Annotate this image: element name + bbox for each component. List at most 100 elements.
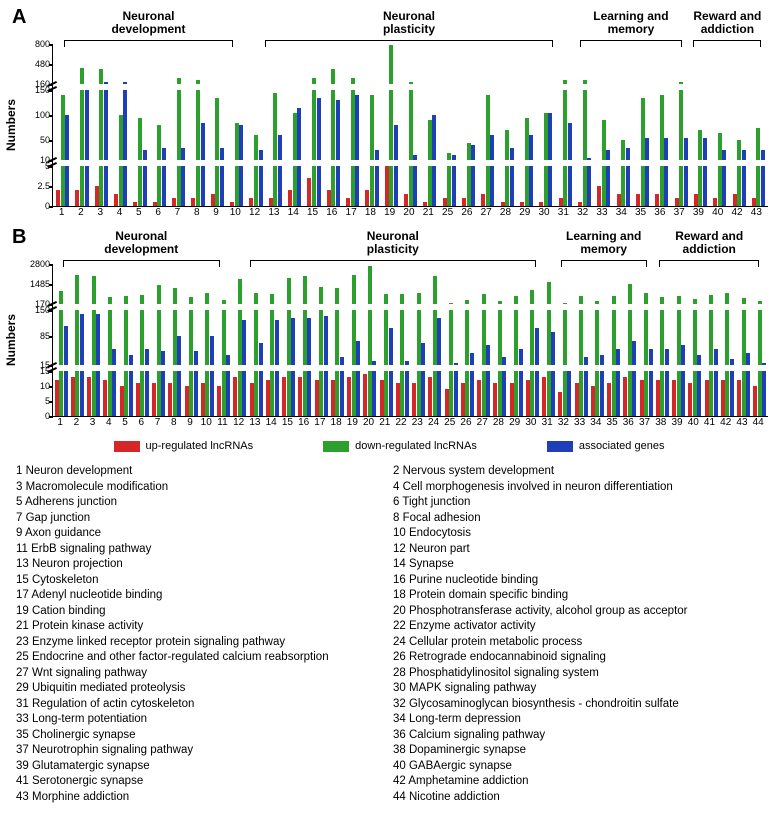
section-label: Reward and addiction	[652, 230, 766, 264]
bar-up	[737, 380, 741, 416]
x-tick: 44	[750, 417, 766, 428]
bar-assoc	[123, 90, 127, 160]
bar-assoc	[486, 345, 490, 365]
bar-down	[641, 166, 645, 206]
bar-down	[693, 299, 697, 304]
bar-down	[482, 294, 486, 304]
x-tick: 6	[148, 207, 167, 218]
bar-up	[269, 198, 273, 206]
bar-down	[742, 371, 746, 416]
bar-down	[270, 310, 274, 365]
term-item: 40 GABAergic synapse	[393, 759, 762, 775]
x-tick: 18	[328, 417, 344, 428]
bar-down	[389, 45, 393, 84]
bar-down	[583, 90, 587, 160]
x-tick: 29	[515, 207, 534, 218]
bar-assoc	[551, 332, 555, 365]
bar-down	[319, 310, 323, 365]
bar-assoc	[722, 166, 726, 206]
bar-down	[370, 95, 374, 160]
x-tick: 32	[555, 417, 571, 428]
x-tick: 9	[182, 417, 198, 428]
bar-down	[693, 371, 697, 416]
bar-assoc	[452, 166, 456, 206]
bar-assoc	[432, 115, 436, 160]
x-tick: 18	[361, 207, 380, 218]
bar-up	[346, 198, 350, 206]
term-item: 10 Endocytosis	[393, 526, 762, 542]
bar-assoc	[600, 355, 604, 365]
bar-down	[138, 118, 142, 161]
bar-down	[205, 310, 209, 365]
bar-assoc	[129, 371, 133, 416]
bar-assoc	[307, 318, 311, 365]
bar-assoc	[413, 166, 417, 206]
bar-up	[217, 386, 221, 416]
bar-up	[185, 386, 189, 416]
term-item: 33 Long-term potentiation	[16, 712, 385, 728]
term-item: 16 Purine nucleotide binding	[393, 573, 762, 589]
bar-up	[404, 194, 408, 206]
term-item: 26 Retrograde endocannabinoid signaling	[393, 650, 762, 666]
x-tick: 32	[573, 207, 592, 218]
bar-up	[95, 186, 99, 206]
legend-swatch	[547, 441, 573, 452]
bar-down	[465, 300, 469, 304]
x-tick: 2	[68, 417, 84, 428]
bar-down	[108, 371, 112, 416]
legend: up-regulated lncRNAsdown-regulated lncRN…	[10, 440, 768, 452]
bar-assoc	[201, 123, 205, 161]
bar-assoc	[389, 328, 393, 365]
bar-down	[293, 113, 297, 161]
term-item: 23 Enzyme linked receptor protein signal…	[16, 635, 385, 651]
bar-up	[56, 190, 60, 206]
bar-assoc	[278, 135, 282, 160]
bar-assoc	[535, 328, 539, 365]
bar-down	[157, 371, 161, 416]
bar-down	[563, 80, 567, 84]
x-tick: 21	[377, 417, 393, 428]
bar-down	[80, 68, 84, 84]
bar-down	[157, 310, 161, 365]
bar-down	[108, 297, 112, 304]
bar-assoc	[372, 371, 376, 416]
term-item: 22 Enzyme activator activity	[393, 619, 762, 635]
bar-down	[433, 371, 437, 416]
bar-assoc	[405, 361, 409, 365]
bar-down	[583, 166, 587, 206]
bar-assoc	[519, 371, 523, 416]
bar-assoc	[239, 125, 243, 160]
bar-down	[660, 166, 664, 206]
bar-up	[688, 383, 692, 416]
bar-down	[303, 371, 307, 416]
bar-down	[758, 301, 762, 304]
y-tick: 2800	[30, 259, 50, 269]
bar-down	[563, 90, 567, 160]
legend-swatch	[323, 441, 349, 452]
x-tick: 1	[52, 207, 71, 218]
x-tick: 16	[322, 207, 341, 218]
bar-up	[266, 380, 270, 416]
term-item: 1 Neuron development	[16, 464, 385, 480]
bar-down	[644, 371, 648, 416]
bar-down	[433, 310, 437, 365]
bar-assoc	[112, 349, 116, 365]
bar-down	[465, 310, 469, 365]
bar-down	[417, 371, 421, 416]
bar-assoc	[470, 371, 474, 416]
x-tick: 14	[284, 207, 303, 218]
bar-assoc	[742, 166, 746, 206]
bar-down	[196, 166, 200, 206]
bar-assoc	[722, 150, 726, 160]
bar-down	[563, 166, 567, 206]
bar-assoc	[226, 371, 230, 416]
bar-down	[92, 371, 96, 416]
bar-down	[157, 125, 161, 160]
bar-assoc	[632, 371, 636, 416]
bar-assoc	[194, 371, 198, 416]
y-tick: 1485	[30, 279, 50, 289]
x-tick: 20	[399, 207, 418, 218]
bar-assoc	[104, 82, 108, 84]
term-list: 1 Neuron development2 Nervous system dev…	[10, 464, 768, 805]
bar-down	[215, 166, 219, 206]
